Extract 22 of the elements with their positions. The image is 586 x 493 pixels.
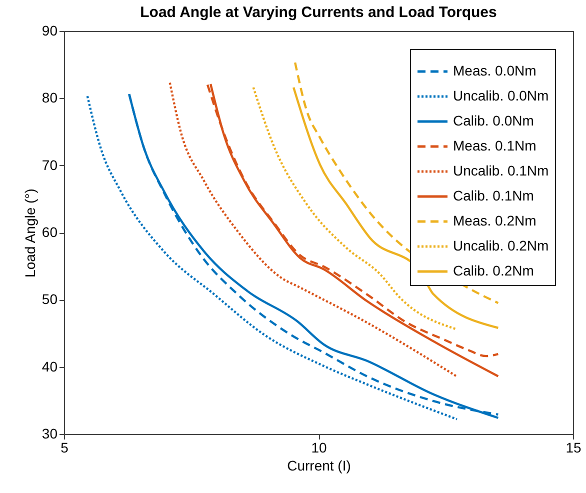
x-tick-label: 5 [60,440,69,456]
legend-label: Uncalib. 0.1Nm [453,162,549,178]
y-tick-label: 30 [42,426,58,442]
x-axis-title: Current (I) [287,458,351,474]
y-tick-label: 40 [42,358,58,374]
legend-label: Meas. 0.0Nm [453,62,536,78]
y-tick-label: 90 [42,22,58,38]
y-tick-label: 80 [42,90,58,106]
x-tick-label: 10 [311,440,327,456]
x-tick-label: 15 [566,440,582,456]
y-axis-title: Load Angle (°) [22,188,38,278]
legend-label: Uncalib. 0.2Nm [453,238,549,254]
legend-label: Meas. 0.1Nm [453,138,536,154]
legend-label: Uncalib. 0.0Nm [453,88,549,104]
legend-label: Calib. 0.1Nm [453,188,534,204]
legend-label: Meas. 0.2Nm [453,212,536,228]
legend-label: Calib. 0.0Nm [453,112,534,128]
y-tick-label: 50 [42,291,58,308]
chart-title: Load Angle at Varying Currents and Load Torques [140,4,497,21]
legend-label: Calib. 0.2Nm [453,262,534,278]
y-tick-label: 70 [42,156,58,173]
y-tick-label: 60 [42,224,58,240]
